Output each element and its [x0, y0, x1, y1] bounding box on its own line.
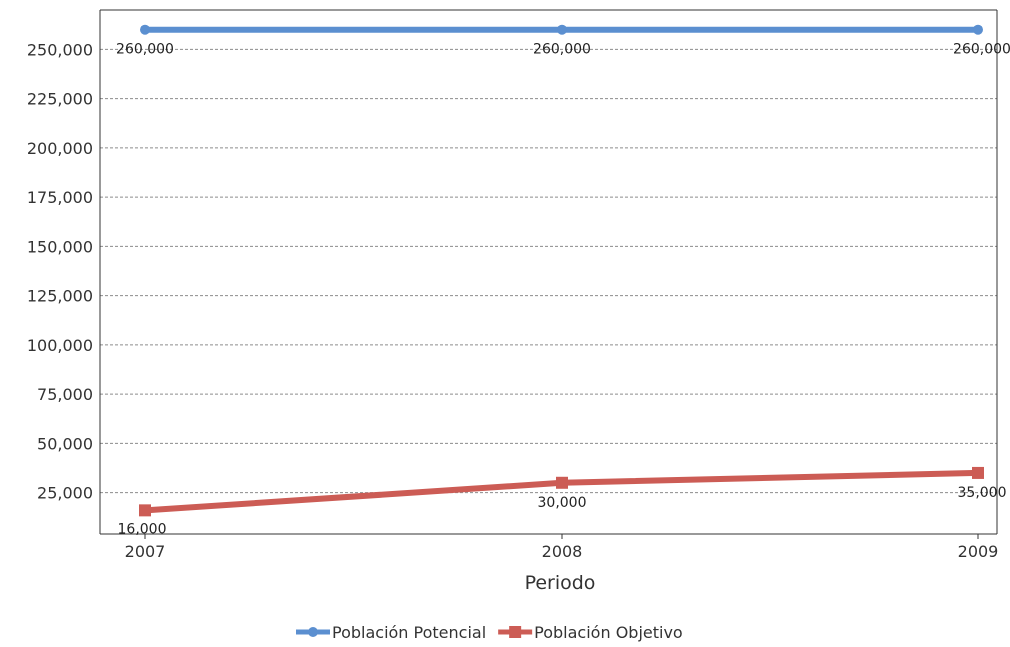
data-label: 260,000 [953, 42, 1010, 58]
y-tick-label: 200,000 [27, 139, 93, 158]
axes [99, 9, 998, 535]
legend-label: Población Objetivo [534, 623, 683, 642]
data-label: 35,000 [958, 485, 1007, 501]
y-tick-label: 225,000 [27, 90, 93, 109]
y-tick-label: 250,000 [27, 40, 93, 59]
x-axis-title: Periodo [525, 572, 596, 594]
data-label: 30,000 [538, 495, 587, 511]
y-tick-label: 25,000 [37, 484, 93, 503]
legend-label: Población Potencial [332, 623, 486, 642]
x-tick-label: 2009 [958, 542, 999, 561]
legend-swatch-marker [308, 627, 318, 637]
data-point [139, 504, 151, 517]
y-tick-label: 75,000 [37, 385, 93, 404]
data-label: 260,000 [533, 42, 591, 58]
y-tick-label: 100,000 [27, 336, 93, 355]
data-label: 260,000 [116, 42, 174, 58]
series [139, 24, 984, 517]
y-tick-label: 175,000 [27, 188, 93, 207]
gridlines [100, 48, 997, 494]
x-tick-label: 2007 [125, 542, 166, 561]
data-point [140, 24, 150, 35]
data-label: 16,000 [118, 521, 167, 537]
y-tick-label: 150,000 [27, 237, 93, 256]
y-tick-labels: 25,000 50,000 75,000 100,000 125,000 150,000 1… [27, 40, 93, 502]
y-tick-label: 125,000 [27, 287, 93, 306]
data-point [557, 24, 567, 35]
data-point [556, 476, 568, 489]
x-tick-labels: 2007 2008 2009 [125, 534, 999, 561]
data-point [973, 24, 983, 35]
legend-swatch-marker [509, 626, 522, 638]
x-tick-label: 2008 [542, 542, 583, 561]
legend: Población Potencial Población Objetivo [296, 623, 683, 642]
y-tick-label: 50,000 [37, 434, 93, 453]
data-labels: 260,000 260,000 260,000 16,000 30,000 35,000 [116, 42, 1010, 538]
data-point [972, 466, 984, 479]
